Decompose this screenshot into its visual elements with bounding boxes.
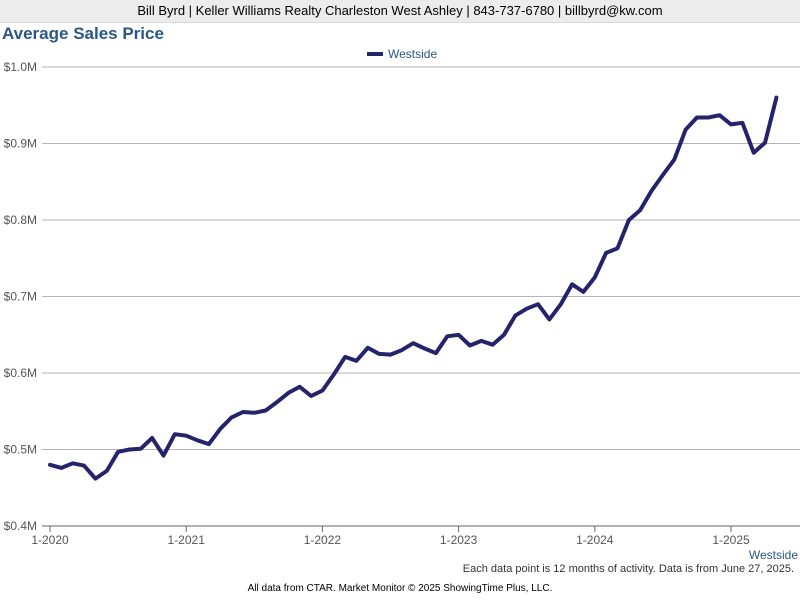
y-tick-label: $0.9M: [4, 137, 37, 151]
agent-info-header: Bill Byrd | Keller Williams Realty Charl…: [0, 0, 800, 23]
x-tick-label: 1-2020: [31, 533, 69, 547]
series-end-label: Westside: [749, 548, 798, 562]
copyright-footer: All data from CTAR. Market Monitor © 202…: [247, 583, 553, 594]
x-tick-label: 1-2025: [712, 533, 750, 547]
y-tick-label: $1.0M: [4, 60, 37, 74]
x-tick-label: 1-2023: [440, 533, 478, 547]
chart-title: Average Sales Price: [2, 24, 164, 43]
x-tick-label: 1-2022: [304, 533, 342, 547]
y-tick-label: $0.5M: [4, 443, 37, 457]
data-footnote: Each data point is 12 months of activity…: [462, 563, 794, 575]
y-tick-label: $0.4M: [4, 519, 37, 533]
y-tick-label: $0.7M: [4, 290, 37, 304]
x-tick-label: 1-2021: [168, 533, 206, 547]
y-tick-label: $0.6M: [4, 366, 37, 380]
legend-label: Westside: [388, 47, 437, 61]
x-tick-label: 1-2024: [576, 533, 614, 547]
series-line-westside: [48, 95, 779, 481]
y-tick-label: $0.8M: [4, 213, 37, 227]
